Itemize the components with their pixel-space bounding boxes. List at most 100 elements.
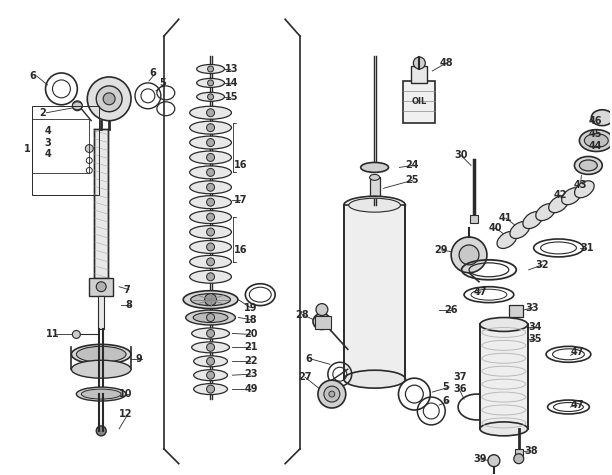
Ellipse shape xyxy=(81,389,121,399)
Bar xyxy=(344,205,405,379)
Ellipse shape xyxy=(76,387,126,401)
Circle shape xyxy=(451,237,487,273)
Ellipse shape xyxy=(480,317,528,332)
Text: 8: 8 xyxy=(125,300,132,310)
Ellipse shape xyxy=(480,422,528,436)
Text: 6: 6 xyxy=(305,354,312,364)
Text: 49: 49 xyxy=(244,384,258,394)
Text: 17: 17 xyxy=(234,195,248,205)
Ellipse shape xyxy=(185,310,236,325)
Text: 37: 37 xyxy=(453,372,466,382)
Text: 15: 15 xyxy=(225,92,238,102)
Circle shape xyxy=(96,86,122,112)
Circle shape xyxy=(207,273,215,281)
Text: 2: 2 xyxy=(40,108,47,118)
Text: 28: 28 xyxy=(295,310,308,320)
Circle shape xyxy=(207,213,215,221)
Text: 13: 13 xyxy=(225,64,238,74)
Text: 48: 48 xyxy=(439,58,453,68)
Ellipse shape xyxy=(72,102,83,110)
Ellipse shape xyxy=(190,166,231,179)
Text: 47: 47 xyxy=(474,287,488,297)
Circle shape xyxy=(96,282,106,292)
Ellipse shape xyxy=(190,151,231,164)
Bar xyxy=(32,106,99,195)
Circle shape xyxy=(207,330,215,337)
Text: 12: 12 xyxy=(119,409,133,419)
Bar xyxy=(411,66,427,83)
Text: 3: 3 xyxy=(45,138,51,148)
Text: 10: 10 xyxy=(119,389,133,399)
Ellipse shape xyxy=(190,256,231,268)
Bar xyxy=(370,177,379,199)
Ellipse shape xyxy=(196,65,225,74)
Text: 4: 4 xyxy=(45,125,51,136)
Ellipse shape xyxy=(76,346,126,362)
Circle shape xyxy=(207,109,215,117)
Bar xyxy=(315,315,331,330)
Circle shape xyxy=(207,258,215,266)
Circle shape xyxy=(85,144,93,152)
Circle shape xyxy=(207,153,215,162)
Ellipse shape xyxy=(360,162,389,172)
Ellipse shape xyxy=(193,370,228,380)
Ellipse shape xyxy=(370,174,379,180)
Ellipse shape xyxy=(562,188,581,205)
Circle shape xyxy=(207,371,215,379)
Circle shape xyxy=(103,93,115,105)
Ellipse shape xyxy=(580,130,612,152)
Ellipse shape xyxy=(497,231,517,248)
Bar xyxy=(94,129,108,278)
Ellipse shape xyxy=(190,196,231,209)
Text: 29: 29 xyxy=(435,245,448,255)
Text: 1: 1 xyxy=(24,143,31,153)
Text: 14: 14 xyxy=(225,78,238,88)
Circle shape xyxy=(329,391,335,397)
Ellipse shape xyxy=(510,221,529,238)
Text: 46: 46 xyxy=(588,116,602,126)
Text: 11: 11 xyxy=(45,330,59,340)
Ellipse shape xyxy=(190,240,231,253)
Ellipse shape xyxy=(523,212,542,228)
Text: 5: 5 xyxy=(159,78,166,88)
Ellipse shape xyxy=(183,291,238,309)
Ellipse shape xyxy=(575,156,602,174)
Ellipse shape xyxy=(349,198,400,212)
Text: 21: 21 xyxy=(244,342,258,352)
Ellipse shape xyxy=(190,210,231,224)
Text: 42: 42 xyxy=(553,190,567,200)
Text: 26: 26 xyxy=(444,304,458,314)
Ellipse shape xyxy=(191,294,231,305)
Circle shape xyxy=(207,169,215,176)
Ellipse shape xyxy=(72,360,131,378)
Circle shape xyxy=(488,455,500,466)
Text: 25: 25 xyxy=(405,175,419,185)
Text: 6: 6 xyxy=(29,71,36,81)
Circle shape xyxy=(207,66,214,72)
Text: 35: 35 xyxy=(529,334,542,344)
Ellipse shape xyxy=(549,196,569,213)
Bar xyxy=(89,278,113,295)
Text: 41: 41 xyxy=(499,213,512,223)
Text: 6: 6 xyxy=(149,68,155,78)
Text: 5: 5 xyxy=(442,382,449,392)
Text: 6: 6 xyxy=(442,396,449,406)
Circle shape xyxy=(207,243,215,251)
Circle shape xyxy=(207,139,215,146)
Text: 44: 44 xyxy=(588,141,602,151)
Ellipse shape xyxy=(313,314,331,330)
Ellipse shape xyxy=(591,110,612,126)
Bar xyxy=(509,304,523,316)
Text: 33: 33 xyxy=(526,303,539,313)
Text: 31: 31 xyxy=(580,243,594,253)
Ellipse shape xyxy=(192,328,230,339)
Ellipse shape xyxy=(193,384,228,395)
Bar xyxy=(515,449,523,456)
Ellipse shape xyxy=(580,160,597,171)
Circle shape xyxy=(207,183,215,191)
Ellipse shape xyxy=(193,313,228,323)
Text: 22: 22 xyxy=(244,356,258,366)
Circle shape xyxy=(207,314,215,322)
Circle shape xyxy=(207,80,214,86)
Text: 36: 36 xyxy=(453,384,466,394)
